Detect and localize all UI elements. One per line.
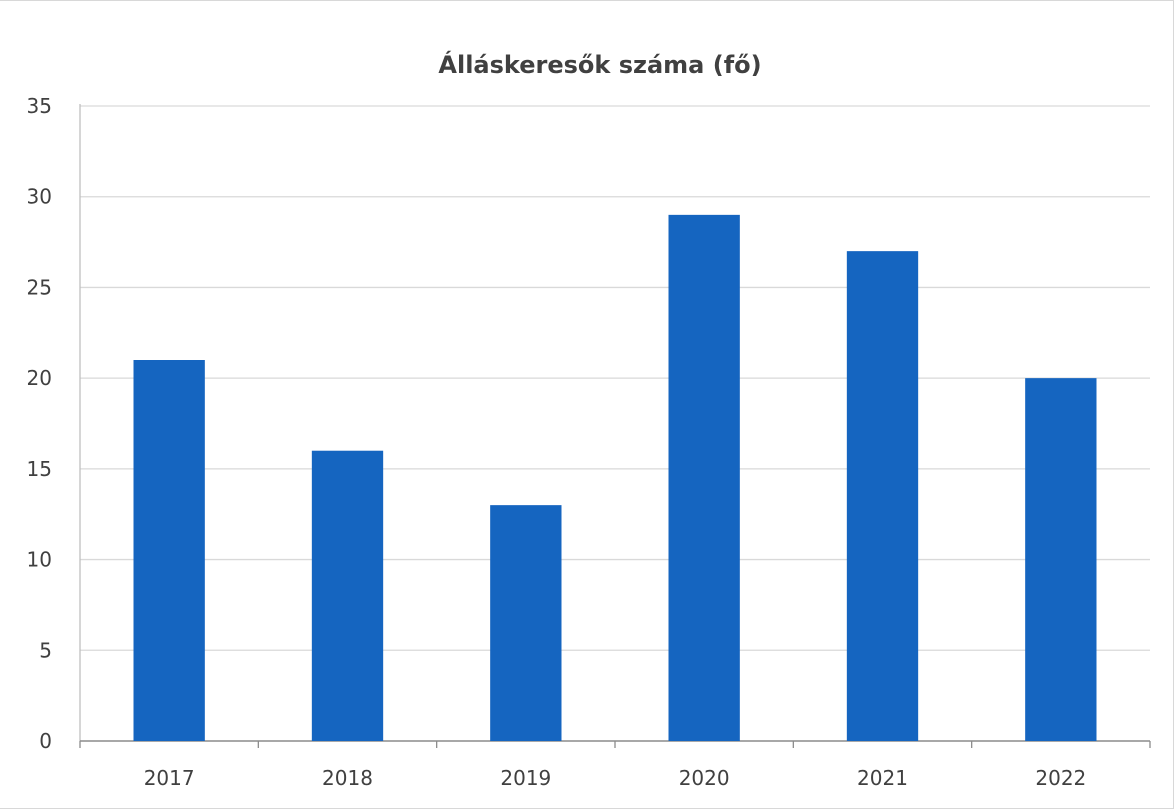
bar-2020 (668, 214, 740, 741)
gridlines (80, 105, 1150, 651)
axes (79, 104, 1151, 748)
y-tick-label-20: 20 (27, 366, 52, 390)
x-tick-label-2020: 2020 (679, 766, 730, 790)
y-tick-label-25: 25 (27, 275, 52, 299)
bar-2019 (490, 505, 562, 741)
bar-2022 (1025, 378, 1097, 741)
x-tick-label-2017: 2017 (144, 766, 195, 790)
y-axis-tick-labels: 0 5 10 15 20 25 30 35 (27, 94, 52, 753)
bar-2018 (311, 450, 384, 741)
y-tick-label-10: 10 (27, 548, 52, 572)
x-tick-label-2019: 2019 (500, 766, 551, 790)
chart-title: Álláskeresők száma (fő) (438, 50, 761, 79)
x-tick-label-2018: 2018 (322, 766, 373, 790)
x-axis-tick-labels: 2017 2018 2019 2020 2021 2022 (144, 766, 1087, 790)
x-tick-label-2021: 2021 (857, 766, 908, 790)
bar-2021 (846, 251, 919, 741)
x-tick-label-2022: 2022 (1035, 766, 1086, 790)
bar-2017 (133, 360, 205, 741)
y-tick-label-0: 0 (39, 729, 52, 753)
y-tick-label-15: 15 (27, 457, 52, 481)
bars (133, 214, 1097, 741)
y-tick-label-30: 30 (27, 185, 52, 209)
y-tick-label-5: 5 (39, 638, 52, 662)
y-tick-label-35: 35 (27, 94, 52, 118)
